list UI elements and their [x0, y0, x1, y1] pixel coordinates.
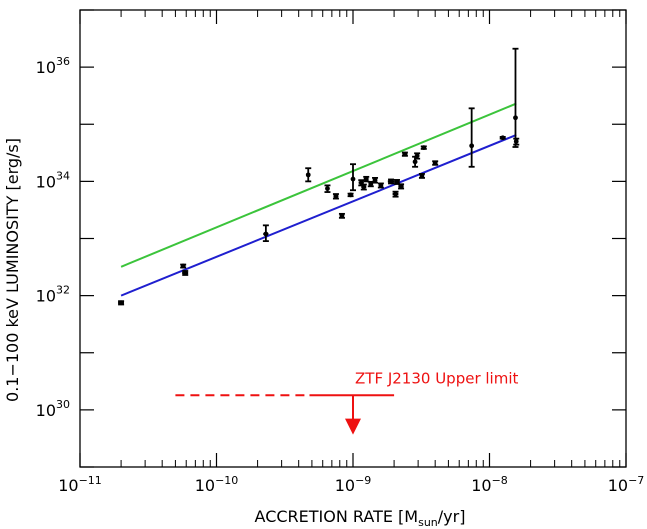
data-point — [338, 212, 345, 219]
data-point — [360, 183, 367, 191]
data-point — [324, 184, 331, 193]
data-point — [432, 160, 439, 166]
data-point — [499, 135, 506, 141]
y-tick-label: 1030 — [36, 398, 70, 420]
data-point — [182, 270, 189, 276]
data-marker — [363, 176, 369, 182]
data-marker — [118, 300, 124, 306]
x-tick-label: 10−8 — [471, 474, 508, 495]
data-marker — [421, 145, 427, 151]
data-point — [372, 177, 379, 184]
x-axis-title: ACCRETION RATE [Msun/yr] — [255, 507, 466, 529]
data-point — [398, 183, 405, 190]
data-marker — [180, 263, 186, 269]
data-marker — [393, 191, 398, 197]
data-marker — [182, 270, 188, 276]
data-point — [513, 137, 520, 146]
upper-limit-annotation: ZTF J2130 Upper limit — [175, 369, 519, 435]
data-point — [377, 182, 384, 189]
data-marker — [412, 159, 418, 165]
x-tick-label: 10−11 — [58, 474, 102, 495]
data-marker — [372, 177, 378, 183]
y-tick-label: 1034 — [36, 169, 70, 191]
data-point — [418, 173, 425, 179]
y-axis-title: 0.1−100 keV LUMINOSITY [erg/s] — [3, 138, 22, 402]
data-marker — [348, 192, 353, 198]
data-marker — [325, 186, 330, 191]
data-point — [262, 224, 269, 243]
data-point — [332, 193, 339, 200]
data-points — [118, 47, 520, 306]
data-marker — [388, 178, 394, 184]
data-point — [118, 300, 125, 306]
data-point — [393, 179, 400, 185]
data-point — [347, 192, 354, 198]
x-tick-label: 10−7 — [608, 474, 645, 495]
data-point — [512, 47, 519, 148]
data-point — [367, 180, 374, 188]
data-marker — [402, 151, 408, 157]
x-tick-label: 10−10 — [195, 474, 239, 495]
data-marker — [398, 183, 404, 189]
blue-fit-line — [120, 134, 517, 297]
data-marker — [469, 143, 475, 149]
upper-limit-arrowhead — [345, 418, 361, 435]
y-tick-label: 1036 — [36, 55, 70, 77]
data-point — [414, 152, 421, 160]
data-marker — [361, 184, 367, 190]
data-marker — [414, 153, 420, 159]
data-point — [412, 155, 419, 168]
data-marker — [419, 173, 425, 179]
data-marker — [305, 172, 311, 178]
data-point — [363, 175, 370, 183]
data-marker — [263, 231, 269, 237]
data-marker — [339, 213, 345, 219]
data-marker — [432, 160, 438, 166]
data-point — [350, 163, 356, 192]
data-marker — [333, 193, 339, 199]
axes: 10−11 10−10 10−9 10−8 10−7 1030 1032 1034 1036 — [36, 9, 645, 495]
x-axis-title-main: ACCRETION RATE [M — [255, 507, 419, 526]
data-point — [401, 151, 408, 157]
data-marker — [513, 139, 519, 144]
data-marker — [394, 179, 400, 185]
y-tick-label: 1032 — [36, 284, 70, 306]
x-tick-label: 10−9 — [335, 474, 372, 495]
data-marker — [513, 115, 518, 121]
data-point — [305, 167, 312, 183]
fit-lines — [120, 102, 517, 297]
data-marker — [350, 176, 356, 182]
data-marker — [368, 181, 374, 187]
data-point — [420, 145, 427, 151]
data-marker — [500, 135, 506, 141]
data-marker — [378, 183, 384, 188]
x-axis-title-sub: sun — [418, 516, 438, 529]
data-point — [180, 263, 187, 269]
data-point — [468, 107, 475, 168]
x-axis-title-tail: /yr] — [438, 507, 466, 526]
green-fit-line — [120, 102, 517, 268]
upper-limit-label: ZTF J2130 Upper limit — [355, 369, 519, 387]
data-point — [392, 190, 399, 198]
data-point — [387, 178, 395, 185]
